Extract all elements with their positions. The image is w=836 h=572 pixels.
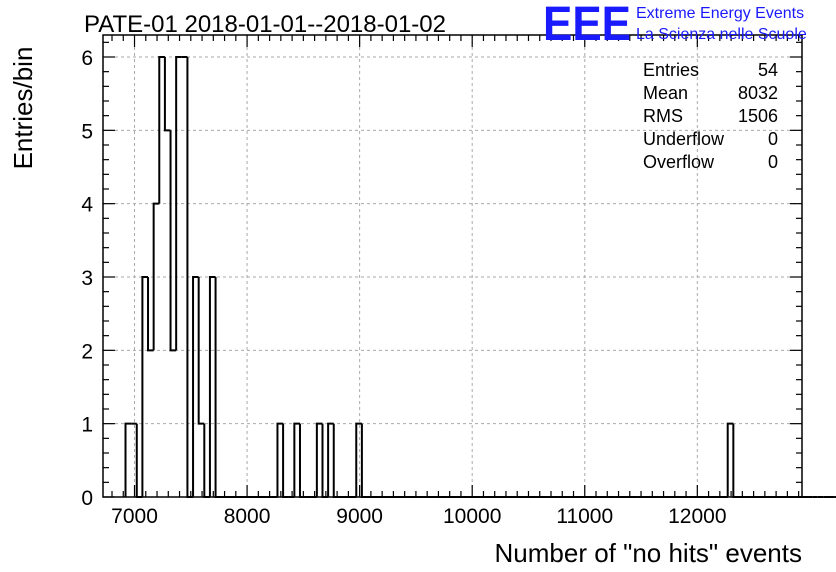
histogram-bin: [298, 423, 306, 498]
logo-line-1: Extreme Energy Events: [636, 5, 804, 22]
histogram-bin: [158, 56, 165, 204]
histogram-bin: [169, 130, 177, 352]
histogram-bin: [175, 56, 182, 351]
y-tick-label: 1: [81, 414, 93, 437]
histogram-bin: [732, 423, 739, 498]
histogram-bin: [208, 276, 216, 497]
stat-overflow-label: Overflow: [643, 152, 715, 172]
histogram-bin: [124, 422, 132, 497]
histogram-bin: [360, 423, 368, 498]
histogram-bin: [726, 422, 734, 497]
x-tick-label: 8000: [224, 505, 271, 528]
histogram-bin: [152, 202, 160, 351]
logo-mark: EEE: [543, 0, 631, 51]
histogram-bin: [197, 277, 205, 425]
histogram-bin: [282, 423, 289, 498]
histogram-bin: [214, 277, 222, 498]
x-tick-label: 12000: [668, 505, 726, 528]
plot-frame: [102, 34, 803, 498]
x-axis-title: Number of "no hits" events: [495, 538, 803, 568]
stat-mean-label: Mean: [643, 83, 688, 103]
histogram-bin: [147, 277, 154, 352]
stat-overflow-value: 0: [768, 152, 778, 172]
tick-labels: 7000 8000 9000 10000 11000 12000 0 1 2 3 4 5 6: [81, 47, 726, 528]
stat-entries-label: Entries: [643, 60, 699, 80]
histogram-bin: [276, 422, 284, 497]
x-tick-label: 11000: [556, 505, 613, 528]
chart-title: PATE-01 2018-01-01--2018-01-02: [84, 11, 446, 38]
stat-mean-value: 8032: [738, 83, 778, 103]
x-tick-label: 10000: [443, 505, 501, 528]
histogram-bin: [332, 423, 340, 498]
y-tick-label: 3: [81, 267, 93, 290]
eee-logo: EEE Extreme Energy Events La Scienza nel…: [543, 0, 807, 51]
y-tick-label: 6: [81, 47, 93, 70]
histogram-bin: [293, 422, 300, 497]
stat-underflow-value: 0: [768, 129, 778, 149]
y-tick-label: 5: [81, 120, 93, 143]
y-tick-label: 4: [81, 194, 93, 217]
stat-entries-value: 54: [758, 60, 778, 80]
y-axis-title: Entries/bin: [8, 47, 38, 170]
x-tick-label: 9000: [336, 505, 383, 528]
y-tick-label: 0: [81, 487, 93, 510]
histogram-bin: [192, 276, 199, 497]
stat-rms-value: 1506: [738, 106, 778, 126]
histogram-bin: [163, 57, 171, 132]
stat-underflow-label: Underflow: [643, 129, 725, 149]
stat-rms-label: RMS: [643, 106, 683, 126]
y-tick-label: 2: [81, 340, 93, 363]
x-tick-label: 7000: [111, 505, 158, 528]
histogram-bin: [327, 422, 334, 497]
logo-line-2: La Scienza nelle Scuole: [636, 26, 807, 43]
histogram-bin: [315, 422, 323, 497]
histogram-bin: [355, 422, 362, 497]
histogram-bin: [141, 276, 149, 497]
stats-box: Entries 54 Mean 8032 RMS 1506 Underflow …: [643, 60, 778, 172]
grid: [103, 35, 802, 497]
axis-ticks: [103, 35, 802, 498]
